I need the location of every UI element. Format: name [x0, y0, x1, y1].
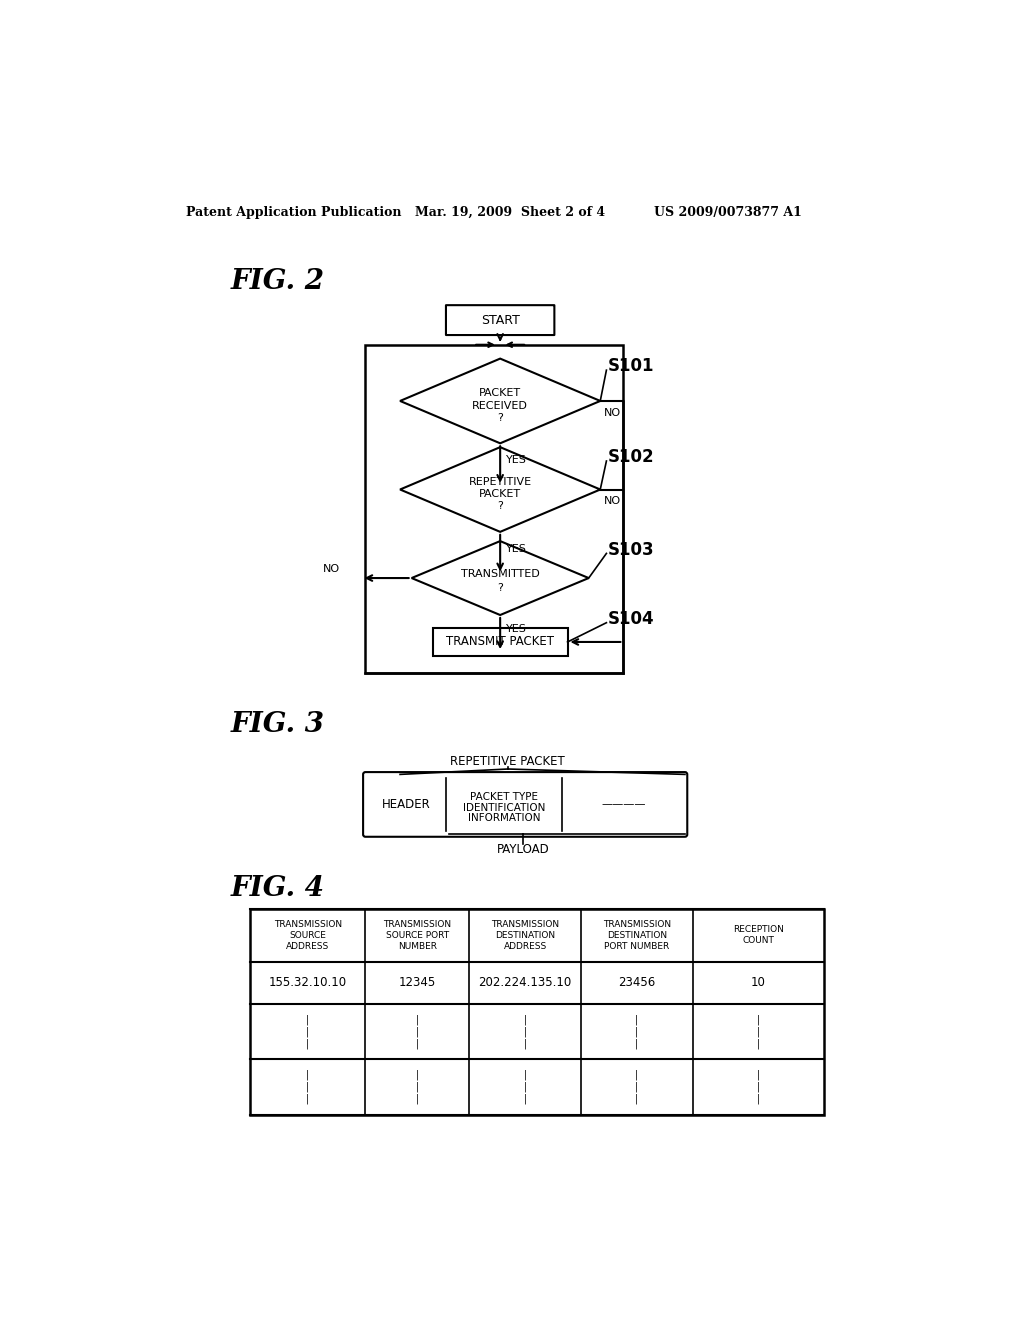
- Text: S101: S101: [608, 358, 654, 375]
- Text: FIG. 3: FIG. 3: [230, 711, 325, 738]
- Text: 10: 10: [751, 977, 766, 989]
- Text: ?: ?: [498, 583, 503, 593]
- Text: START: START: [480, 314, 519, 326]
- Text: |
|
|: | | |: [416, 1014, 419, 1049]
- FancyBboxPatch shape: [364, 772, 687, 837]
- Text: S103: S103: [608, 541, 654, 558]
- Text: |
|
|: | | |: [306, 1014, 309, 1049]
- Text: INFORMATION: INFORMATION: [468, 813, 541, 822]
- Text: REPETITIVE PACKET: REPETITIVE PACKET: [451, 755, 565, 768]
- Bar: [366, 345, 624, 673]
- Text: YES: YES: [506, 544, 527, 554]
- Polygon shape: [400, 447, 600, 532]
- Polygon shape: [400, 359, 600, 444]
- Text: 155.32.10.10: 155.32.10.10: [268, 977, 347, 989]
- Text: NO: NO: [604, 496, 622, 506]
- Text: ————: ————: [601, 800, 645, 809]
- Text: S104: S104: [608, 610, 654, 628]
- Text: TRANSMISSION
SOURCE
ADDRESS: TRANSMISSION SOURCE ADDRESS: [273, 920, 342, 950]
- Text: PACKET: PACKET: [479, 490, 521, 499]
- Text: TRANSMISSION
DESTINATION
PORT NUMBER: TRANSMISSION DESTINATION PORT NUMBER: [603, 920, 671, 950]
- Text: |
|
|: | | |: [523, 1014, 526, 1049]
- Text: Mar. 19, 2009  Sheet 2 of 4: Mar. 19, 2009 Sheet 2 of 4: [416, 206, 605, 219]
- Bar: [433, 628, 567, 656]
- Text: PAYLOAD: PAYLOAD: [497, 843, 550, 857]
- Text: ?: ?: [498, 413, 503, 422]
- Text: NO: NO: [604, 408, 622, 417]
- Polygon shape: [412, 541, 589, 615]
- Text: |
|
|: | | |: [757, 1014, 760, 1049]
- Text: 12345: 12345: [398, 977, 436, 989]
- Text: |
|
|: | | |: [306, 1069, 309, 1105]
- Text: IDENTIFICATION: IDENTIFICATION: [463, 803, 545, 813]
- Text: |
|
|: | | |: [635, 1014, 638, 1049]
- Text: NO: NO: [323, 564, 340, 574]
- Text: Patent Application Publication: Patent Application Publication: [186, 206, 401, 219]
- Text: 202.224.135.10: 202.224.135.10: [478, 977, 571, 989]
- Text: TRANSMITTED: TRANSMITTED: [461, 569, 540, 579]
- Text: HEADER: HEADER: [382, 797, 430, 810]
- Text: TRANSMISSION
DESTINATION
ADDRESS: TRANSMISSION DESTINATION ADDRESS: [492, 920, 559, 950]
- Text: ?: ?: [498, 500, 503, 511]
- Text: YES: YES: [506, 624, 527, 634]
- Text: S102: S102: [608, 449, 654, 466]
- Text: REPETITIVE: REPETITIVE: [469, 477, 531, 487]
- Text: PACKET: PACKET: [479, 388, 521, 399]
- Text: |
|
|: | | |: [757, 1069, 760, 1105]
- Text: TRANSMIT PACKET: TRANSMIT PACKET: [446, 635, 554, 648]
- Text: FIG. 2: FIG. 2: [230, 268, 325, 296]
- Text: |
|
|: | | |: [416, 1069, 419, 1105]
- Text: RECEIVED: RECEIVED: [472, 401, 528, 412]
- Text: US 2009/0073877 A1: US 2009/0073877 A1: [654, 206, 802, 219]
- Text: TRANSMISSION
SOURCE PORT
NUMBER: TRANSMISSION SOURCE PORT NUMBER: [383, 920, 452, 950]
- Text: 23456: 23456: [618, 977, 655, 989]
- Text: PACKET TYPE: PACKET TYPE: [470, 792, 538, 801]
- Bar: [250, 909, 823, 1114]
- Text: FIG. 4: FIG. 4: [230, 875, 325, 902]
- Text: RECEPTION
COUNT: RECEPTION COUNT: [733, 925, 783, 945]
- Text: |
|
|: | | |: [523, 1069, 526, 1105]
- FancyBboxPatch shape: [446, 305, 554, 335]
- Text: YES: YES: [506, 455, 527, 465]
- Text: |
|
|: | | |: [635, 1069, 638, 1105]
